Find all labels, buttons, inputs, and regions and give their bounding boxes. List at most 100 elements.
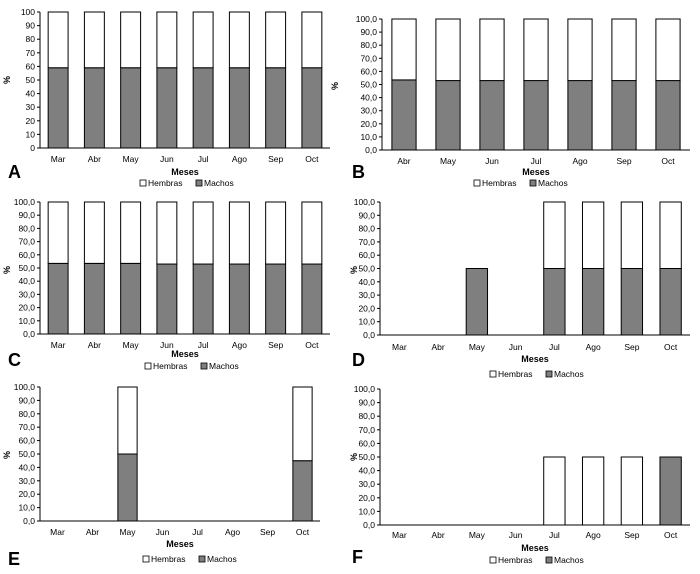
y-tick-label: 20,0: [360, 119, 377, 129]
y-tick-label: 50,0: [358, 452, 375, 462]
x-tick-label: Jul: [198, 340, 209, 350]
legend-label-hembras: Hembras: [151, 554, 185, 564]
y-tick-label: 90,0: [360, 27, 377, 37]
x-tick-label: Sep: [260, 527, 275, 537]
x-tick-label: Ago: [225, 527, 240, 537]
bar-hembras-jul: [192, 11, 214, 69]
bar-machos-may: [465, 268, 489, 336]
y-tick-label: 20,0: [358, 303, 375, 313]
y-tick-label: 70,0: [358, 237, 375, 247]
y-tick-label: 0,0: [363, 330, 375, 340]
x-tick-label: Abr: [432, 530, 445, 540]
y-tick-label: 20,0: [18, 303, 35, 313]
bar-machos-may: [120, 262, 142, 335]
y-tick-label: 50,0: [18, 263, 35, 273]
bar-machos-oct: [659, 456, 682, 526]
bar-hembras-jul: [523, 18, 549, 82]
bar-hembras-oct: [292, 386, 313, 462]
y-tick-label: 40,0: [360, 93, 377, 103]
x-tick-label: Mar: [50, 527, 65, 537]
bar-machos-jun: [156, 263, 178, 335]
bar-hembras-ago: [581, 456, 605, 526]
y-tick-label: 60: [26, 61, 36, 71]
bar-hembras-oct: [301, 11, 323, 69]
y-tick-label: 70,0: [18, 422, 35, 432]
y-axis-title: %: [2, 451, 12, 459]
x-tick-label: Abr: [88, 340, 101, 350]
legend-swatch-hembras: [489, 556, 497, 564]
legend-label-hembras: Hembras: [482, 178, 516, 188]
bar-machos-may: [117, 453, 138, 522]
x-tick-label: Ago: [572, 156, 587, 166]
bar-machos-jul: [192, 67, 214, 149]
y-tick-label: 70,0: [360, 53, 377, 63]
bar-hembras-abr: [83, 11, 105, 69]
legend-label-machos: Machos: [204, 178, 234, 188]
legend-label-machos: Machos: [209, 361, 239, 371]
bar-machos-may: [120, 67, 142, 149]
y-tick-label: 80,0: [18, 223, 35, 233]
x-tick-label: Mar: [392, 342, 407, 352]
y-tick-label: 20,0: [18, 489, 35, 499]
bar-hembras-ago: [581, 201, 605, 269]
x-tick-label: Jul: [192, 527, 203, 537]
x-tick-label: Sep: [268, 340, 283, 350]
x-tick-label: Ago: [232, 340, 247, 350]
bar-hembras-may: [435, 18, 461, 82]
bar-hembras-may: [117, 386, 138, 455]
bar-machos-sep: [611, 80, 637, 151]
bar-hembras-sep: [620, 456, 644, 526]
y-tick-label: 100,0: [14, 382, 36, 392]
y-tick-label: 10: [26, 129, 36, 139]
legend-swatch-machos: [200, 362, 208, 370]
y-tick-label: 100,0: [354, 197, 376, 207]
legend-swatch-hembras: [139, 179, 147, 187]
x-tick-label: Jun: [156, 527, 170, 537]
x-tick-label: Mar: [392, 530, 407, 540]
bar-hembras-oct: [659, 201, 682, 269]
y-tick-label: 20: [26, 116, 36, 126]
x-axis-title: Meses: [171, 349, 199, 359]
y-tick-label: 10,0: [360, 132, 377, 142]
y-tick-label: 40,0: [18, 462, 35, 472]
x-tick-label: Oct: [305, 154, 319, 164]
x-tick-label: May: [469, 530, 486, 540]
y-tick-label: 90,0: [358, 210, 375, 220]
x-tick-label: Oct: [305, 340, 319, 350]
bar-machos-sep: [265, 67, 287, 149]
bar-machos-ago: [581, 268, 605, 336]
y-tick-label: 20,0: [358, 493, 375, 503]
x-tick-label: Sep: [268, 154, 283, 164]
bar-hembras-may: [120, 201, 142, 264]
x-tick-label: Oct: [664, 342, 678, 352]
bar-machos-ago: [228, 263, 250, 335]
bar-hembras-abr: [391, 18, 417, 81]
legend-label-hembras: Hembras: [153, 361, 187, 371]
bar-machos-abr: [83, 262, 105, 335]
y-tick-label: 10,0: [18, 316, 35, 326]
bar-machos-oct: [655, 80, 681, 151]
bar-machos-sep: [265, 263, 287, 335]
y-axis-title: %: [2, 266, 12, 274]
chart-panel-f: 0,0 10,0 20,0 30,0 40,0 50,0 60,0 70,0 80,0 90,0 1…: [349, 384, 690, 567]
x-tick-label: May: [123, 154, 140, 164]
x-tick-label: May: [469, 342, 486, 352]
x-axis-title: Meses: [166, 539, 194, 549]
legend-label-hembras: Hembras: [498, 369, 532, 379]
bar-machos-oct: [292, 460, 313, 522]
y-tick-label: 80,0: [18, 409, 35, 419]
bar-machos-abr: [391, 79, 417, 151]
bar-hembras-sep: [611, 18, 637, 82]
bar-hembras-mar: [47, 201, 69, 264]
x-axis-title: Meses: [171, 167, 199, 177]
x-tick-label: Mar: [51, 154, 66, 164]
bar-machos-mar: [47, 67, 69, 149]
x-tick-label: Ago: [586, 530, 601, 540]
bar-hembras-sep: [620, 201, 644, 269]
x-tick-label: Jun: [509, 530, 523, 540]
legend-swatch-machos: [195, 179, 203, 187]
x-tick-label: Oct: [296, 527, 310, 537]
x-tick-label: Jul: [198, 154, 209, 164]
y-tick-label: 40,0: [358, 466, 375, 476]
